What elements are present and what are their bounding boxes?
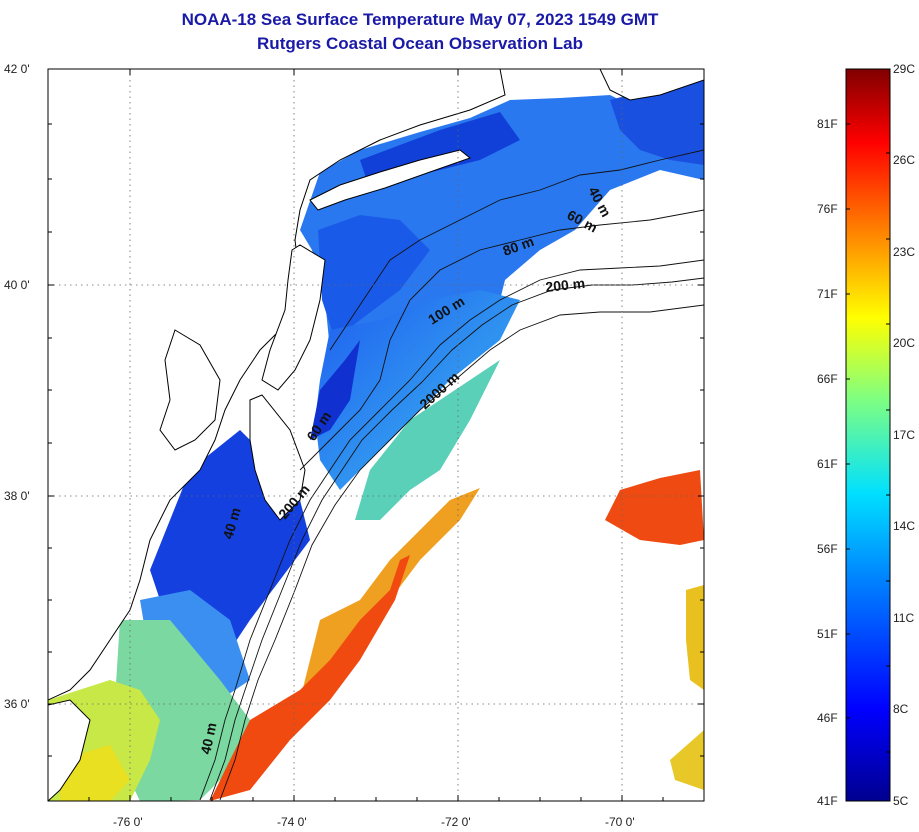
sst-delaware — [310, 340, 360, 440]
cb-label-5c: 5C — [893, 794, 909, 808]
sst-gulf-stream-core — [210, 555, 410, 801]
cb-label-46f: 46F — [817, 711, 838, 725]
cb-label-17c: 17C — [893, 428, 915, 442]
map-area: 40 m 60 m 80 m 100 m 200 m 2000 m 60 m 4… — [48, 69, 704, 801]
lat-tick-42: 42 0' — [4, 62, 30, 76]
land-delmarva — [249, 394, 306, 521]
sst-warm-southeast — [686, 585, 704, 690]
sst-chesapeake-mouth — [140, 590, 250, 700]
lat-tick-38: 38 0' — [4, 489, 30, 503]
sst-mid-shelf — [315, 290, 520, 490]
cb-label-29c: 29C — [893, 62, 915, 76]
cb-label-76f: 76F — [817, 202, 838, 216]
lon-tick-76: -76 0' — [113, 815, 143, 829]
sst-warm-bottom-right — [670, 730, 704, 790]
cb-label-61f: 61F — [817, 457, 838, 471]
sst-slope-water — [355, 360, 500, 520]
cb-label-14c: 14C — [893, 519, 915, 533]
cb-label-81f: 81F — [817, 117, 838, 131]
cb-label-71f: 71F — [817, 287, 838, 301]
contour-label-40m-south: 40 m — [197, 721, 219, 756]
cb-label-51f: 51F — [817, 627, 838, 641]
lat-tick-36: 36 0' — [4, 697, 30, 711]
contour-label-200m-ne: 200 m — [545, 275, 586, 295]
cb-label-66f: 66F — [817, 372, 838, 386]
map-title: NOAA-18 Sea Surface Temperature May 07, … — [181, 10, 659, 29]
cb-label-41f: 41F — [817, 794, 838, 808]
colorbar-ticks — [846, 123, 890, 753]
sst-warm-east — [605, 470, 704, 545]
map-subtitle: Rutgers Coastal Ocean Observation Lab — [257, 34, 583, 53]
cb-label-20c: 20C — [893, 336, 915, 350]
lon-tick-72: -72 0' — [441, 815, 471, 829]
tick-marks — [48, 69, 704, 801]
land-bay-island — [159, 329, 221, 451]
land-new-jersey — [261, 244, 326, 391]
sst-ny-bight — [318, 215, 430, 340]
cb-label-8c: 8C — [893, 702, 909, 716]
cb-label-56f: 56F — [817, 542, 838, 556]
colorbar — [845, 68, 891, 802]
bathymetry-contours — [199, 149, 704, 801]
cb-label-26c: 26C — [893, 153, 915, 167]
graticule — [48, 69, 704, 801]
land-cape-cod — [599, 69, 704, 101]
land-long-island — [309, 149, 472, 211]
land-mainland — [48, 69, 506, 701]
land-hatteras — [48, 699, 91, 801]
lon-tick-70: -70 0' — [605, 815, 635, 829]
lon-tick-74: -74 0' — [277, 815, 307, 829]
lat-tick-40: 40 0' — [4, 278, 30, 292]
cb-label-23c: 23C — [893, 245, 915, 259]
cb-label-11c: 11C — [893, 611, 914, 625]
